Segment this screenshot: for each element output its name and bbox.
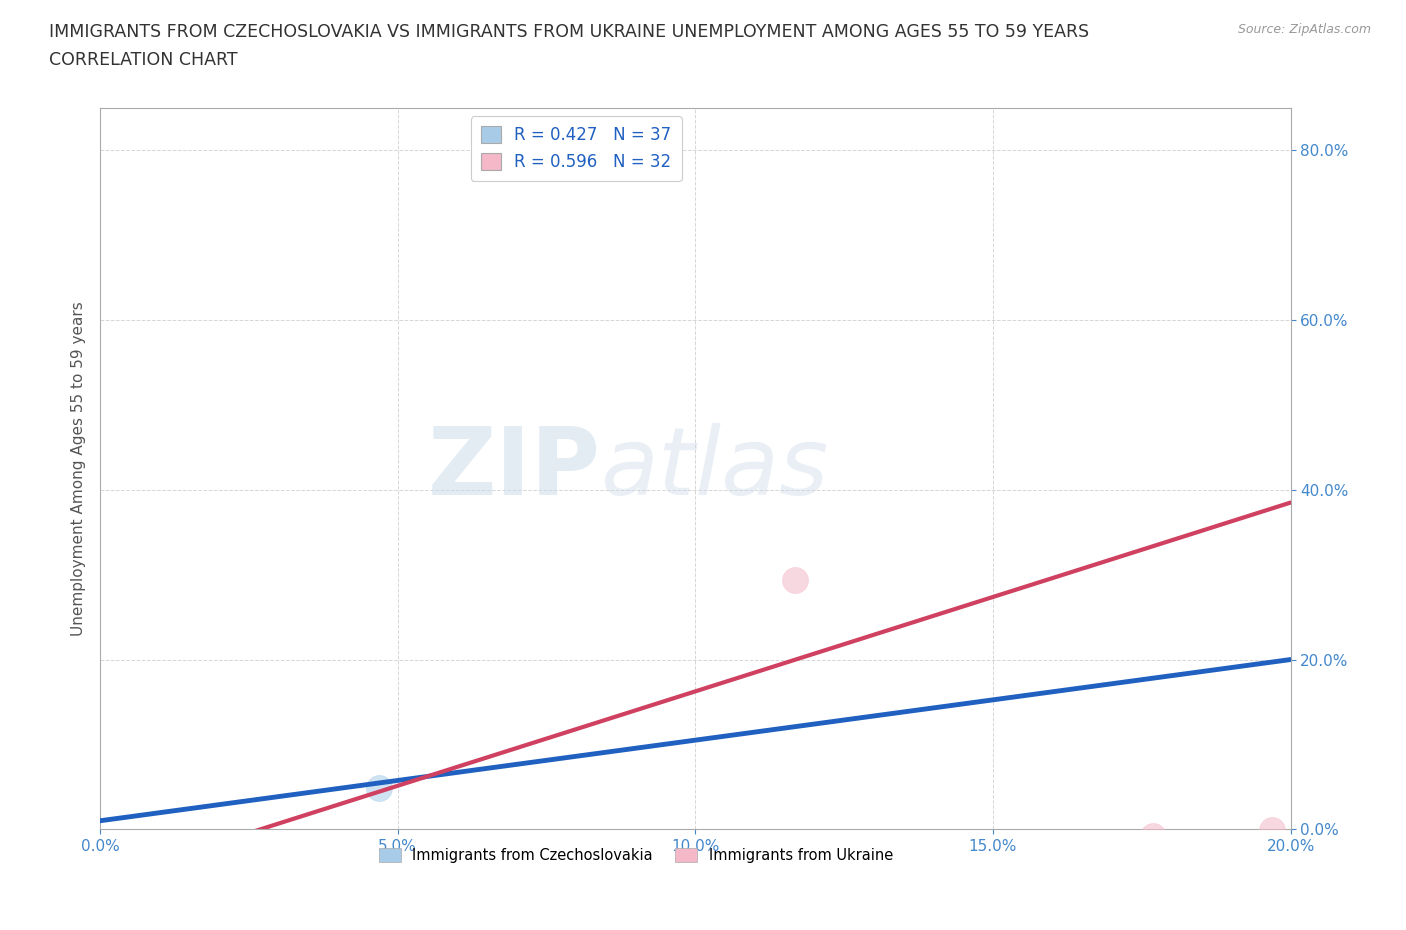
Point — [195, 817, 218, 832]
Point — [101, 814, 124, 829]
Point — [190, 817, 212, 832]
Point — [101, 817, 124, 832]
Point — [112, 817, 135, 832]
Point — [863, 788, 886, 803]
Point — [107, 817, 129, 832]
Point — [94, 822, 117, 837]
Point — [1189, 660, 1212, 675]
Point — [190, 809, 212, 824]
Point — [118, 814, 141, 829]
Point — [208, 817, 231, 832]
Point — [107, 822, 129, 837]
Text: Source: ZipAtlas.com: Source: ZipAtlas.com — [1237, 23, 1371, 36]
Point — [107, 817, 129, 832]
Point — [685, 814, 707, 829]
Point — [446, 814, 468, 829]
Point — [1011, 779, 1033, 794]
Point — [136, 817, 159, 832]
Point — [267, 817, 290, 832]
Point — [125, 817, 148, 832]
Point — [179, 817, 201, 832]
Point — [179, 809, 201, 824]
Point — [160, 815, 183, 830]
Point — [136, 814, 159, 829]
Point — [118, 815, 141, 830]
Point — [1101, 779, 1123, 794]
Point — [118, 822, 141, 837]
Point — [112, 822, 135, 837]
Point — [136, 817, 159, 832]
Point — [160, 815, 183, 830]
Point — [149, 814, 172, 829]
Point — [118, 817, 141, 832]
Point — [1220, 228, 1243, 243]
Text: CORRELATION CHART: CORRELATION CHART — [49, 51, 238, 69]
Y-axis label: Unemployment Among Ages 55 to 59 years: Unemployment Among Ages 55 to 59 years — [72, 301, 86, 636]
Text: atlas: atlas — [600, 423, 828, 514]
Point — [267, 809, 290, 824]
Point — [94, 822, 117, 837]
Text: IMMIGRANTS FROM CZECHOSLOVAKIA VS IMMIGRANTS FROM UKRAINE UNEMPLOYMENT AMONG AGE: IMMIGRANTS FROM CZECHOSLOVAKIA VS IMMIGR… — [49, 23, 1090, 41]
Point — [160, 817, 183, 832]
Point — [131, 815, 153, 830]
Point — [922, 784, 945, 799]
Point — [1101, 678, 1123, 693]
Point — [179, 817, 201, 832]
Point — [744, 779, 766, 794]
Point — [238, 814, 260, 829]
Point — [131, 822, 153, 837]
Point — [112, 817, 135, 832]
Point — [166, 814, 188, 829]
Point — [565, 817, 588, 832]
Point — [387, 423, 409, 438]
Text: ZIP: ZIP — [427, 422, 600, 514]
Point — [149, 817, 172, 832]
Point — [125, 817, 148, 832]
Point — [112, 814, 135, 829]
Point — [195, 814, 218, 829]
Point — [803, 814, 825, 829]
Point — [328, 814, 350, 829]
Point — [131, 815, 153, 830]
Point — [208, 809, 231, 824]
Point — [107, 822, 129, 837]
Point — [328, 817, 350, 832]
Point — [125, 822, 148, 837]
Point — [565, 788, 588, 803]
Point — [184, 814, 207, 829]
Point — [166, 814, 188, 829]
Point — [238, 817, 260, 832]
Point — [142, 819, 165, 834]
Point — [179, 720, 201, 735]
Point — [101, 817, 124, 832]
Point — [624, 779, 647, 794]
Legend: Immigrants from Czechoslovakia, Immigrants from Ukraine: Immigrants from Czechoslovakia, Immigran… — [373, 843, 898, 869]
Point — [149, 817, 172, 832]
Point — [446, 814, 468, 829]
Point — [142, 814, 165, 829]
